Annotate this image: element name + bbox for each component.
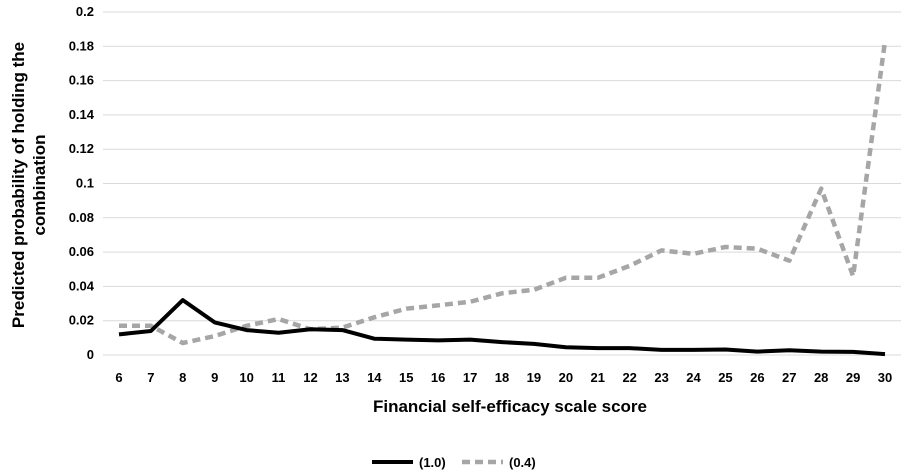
x-tick-label: 14 <box>367 370 382 385</box>
y-axis-title-line: combination <box>30 134 49 235</box>
y-axis-title: Predicted probability of holding the comb… <box>9 42 49 328</box>
x-tick-label: 22 <box>622 370 636 385</box>
x-tick-label: 19 <box>527 370 541 385</box>
y-axis-tick-labels: 0 0.02 0.04 0.06 0.08 0.1 0.12 0.14 0.16 0.18 0.2 <box>69 4 95 362</box>
x-tick-label: 20 <box>559 370 573 385</box>
y-tick-label: 0 <box>87 347 94 362</box>
x-axis-title: Financial self-efficacy scale score <box>373 397 647 416</box>
series-line-1 <box>119 40 888 346</box>
x-tick-label: 7 <box>147 370 154 385</box>
y-tick-label: 0.1 <box>76 176 94 191</box>
legend-label: (0.4) <box>509 455 536 470</box>
x-tick-label: 11 <box>272 370 286 385</box>
series-line-0 <box>118 298 886 357</box>
x-tick-label: 13 <box>335 370 349 385</box>
y-tick-label: 0.08 <box>69 210 94 225</box>
x-tick-label: 15 <box>399 370 413 385</box>
y-tick-label: 0.12 <box>69 141 94 156</box>
x-tick-label: 6 <box>115 370 122 385</box>
x-axis-tick-labels: 6 7 8 9 10 11 12 13 14 15 16 17 18 19 20 21 22 23 24 25 26 27… <box>115 370 892 385</box>
gridlines <box>103 11 901 322</box>
x-tick-label: 25 <box>718 370 732 385</box>
x-tick-label: 16 <box>431 370 445 385</box>
x-tick-label: 24 <box>686 370 701 385</box>
y-tick-label: 0.2 <box>76 4 94 19</box>
y-tick-label: 0.18 <box>69 38 94 53</box>
x-tick-label: 21 <box>591 370 605 385</box>
y-tick-label: 0.16 <box>69 73 94 88</box>
y-tick-label: 0.14 <box>69 107 95 122</box>
x-tick-label: 30 <box>878 370 892 385</box>
x-tick-label: 8 <box>179 370 186 385</box>
legend: (1.0) (0.4) <box>372 455 536 470</box>
x-tick-label: 17 <box>463 370 477 385</box>
x-tick-label: 10 <box>239 370 253 385</box>
x-tick-label: 23 <box>654 370 668 385</box>
legend-label: (1.0) <box>419 455 446 470</box>
y-tick-label: 0.02 <box>69 313 94 328</box>
x-tick-label: 27 <box>782 370 796 385</box>
x-tick-label: 29 <box>846 370 860 385</box>
x-tick-label: 9 <box>211 370 218 385</box>
x-tick-label: 28 <box>814 370 828 385</box>
y-tick-label: 0.06 <box>69 244 94 259</box>
x-tick-label: 12 <box>303 370 317 385</box>
x-tick-label: 18 <box>495 370 509 385</box>
y-tick-label: 0.04 <box>69 278 95 293</box>
y-axis-title-line: Predicted probability of holding the <box>9 42 28 328</box>
series-lines <box>118 40 888 357</box>
x-tick-label: 26 <box>750 370 764 385</box>
